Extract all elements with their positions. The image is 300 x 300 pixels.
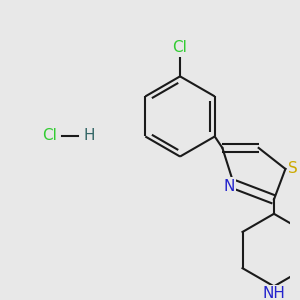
Text: N: N xyxy=(224,178,235,194)
Text: S: S xyxy=(288,161,298,176)
Text: Cl: Cl xyxy=(42,128,57,143)
Text: Cl: Cl xyxy=(172,40,188,55)
Text: NH: NH xyxy=(262,286,285,300)
Text: H: H xyxy=(84,128,95,143)
